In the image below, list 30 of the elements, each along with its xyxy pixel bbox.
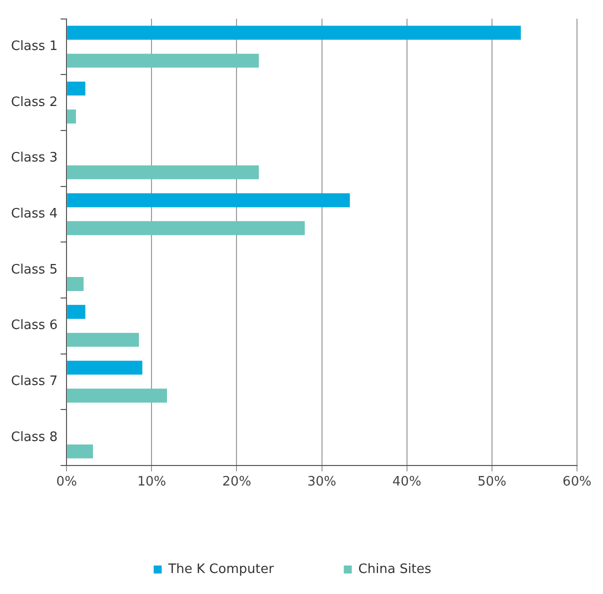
x-tick-label: 30% — [307, 474, 336, 490]
bar — [67, 360, 142, 375]
y-tick-label: Class 4 — [10, 206, 58, 222]
bar — [67, 444, 93, 458]
x-tick-label: 60% — [562, 474, 592, 490]
legend-label: China Sites — [358, 562, 432, 577]
y-tick-label: Class 5 — [10, 262, 58, 278]
x-tick-label: 20% — [222, 474, 252, 490]
y-tick-label: Class 8 — [10, 430, 58, 445]
bar — [67, 276, 84, 291]
bar — [67, 388, 167, 403]
y-tick-label: Class 2 — [10, 94, 58, 110]
x-tick-label: 0% — [56, 474, 77, 490]
y-tick-label: Class 1 — [10, 39, 58, 54]
x-tick-label: 50% — [477, 474, 506, 490]
bar — [67, 165, 259, 180]
bar — [67, 221, 305, 236]
bar — [67, 54, 259, 68]
x-tick-label: 10% — [137, 474, 166, 490]
bar — [67, 193, 350, 208]
bar — [67, 110, 76, 124]
bar — [67, 26, 521, 40]
bar — [67, 332, 139, 347]
legend-label: The K Computer — [167, 562, 274, 577]
bar — [67, 82, 86, 96]
y-tick-label: Class 3 — [10, 150, 58, 166]
x-tick-label: 40% — [392, 474, 422, 490]
y-tick-label: Class 6 — [10, 318, 58, 334]
y-tick-label: Class 7 — [10, 374, 58, 390]
bar — [67, 304, 86, 319]
